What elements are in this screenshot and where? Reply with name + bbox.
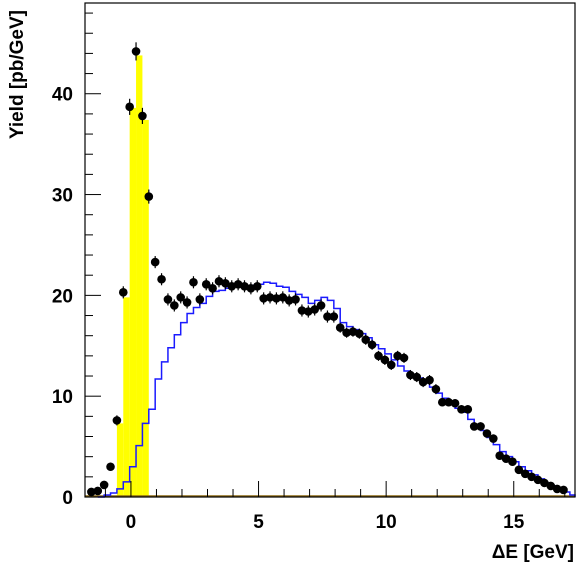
data-point [533,475,543,485]
data-point [482,429,492,438]
data-point [106,462,115,472]
data-point [87,487,96,497]
data-point [182,298,192,307]
data-point [118,288,128,297]
signal-histogram-bar [129,107,137,497]
data-point [176,293,185,302]
x-tick-label: 0 [126,512,137,533]
data-point [170,301,179,310]
data-point [476,422,485,431]
data-point [208,284,217,293]
simulation-step-histogram [97,281,576,498]
data-point [284,296,294,305]
data-point [380,355,390,365]
data-point [195,295,205,304]
plot-area [85,42,576,498]
data-point [559,485,568,495]
data-point [495,451,505,460]
x-axis-title: ΔE [GeV] [492,542,574,563]
data-point [431,384,441,394]
signal-histogram-bar [116,423,124,497]
x-tick-label: 10 [376,512,397,533]
data-point [342,328,351,337]
plot-frame [84,2,576,498]
data-point [355,329,364,338]
y-tick-label: 10 [52,387,73,408]
data-point [514,465,524,475]
data-point [546,481,556,491]
axis-ticks: 0 5 10 15 0 10 20 30 40 [52,12,566,533]
data-point [138,111,147,121]
data-point [412,372,422,382]
data-point [265,293,275,302]
data-point [150,257,160,267]
data-point [252,281,262,291]
data-point [361,335,371,345]
data-point [99,480,109,490]
data-point [189,277,198,287]
data-point [259,294,268,303]
data-point [463,404,473,414]
data-point [444,397,453,407]
signal-histogram-bar [136,55,143,498]
y-tick-label: 20 [52,286,73,307]
data-point [291,295,300,304]
data-point [457,404,466,414]
y-tick-label: 40 [52,85,73,106]
data-point [323,312,332,321]
data-point [157,274,166,284]
data-point [425,375,434,385]
data-point [501,454,511,463]
data-point [310,305,319,314]
data-point [93,486,103,496]
data-point [450,398,460,408]
data-point [335,323,345,332]
data-point [520,469,530,479]
data-point [278,293,288,302]
y-tick-label: 0 [62,488,73,509]
data-point [144,192,154,201]
signal-histogram-bar [142,119,149,497]
x-tick-label: 15 [503,512,525,533]
data-point [329,312,339,321]
data-point [112,416,122,425]
data-point [540,478,549,488]
x-tick-label: 5 [253,512,264,533]
data-point [469,422,479,431]
data-point [399,353,409,363]
data-point [527,472,536,482]
y-tick-label: 30 [52,186,73,207]
data-point [508,457,517,467]
data-point [552,484,562,494]
data-point [367,340,377,350]
data-point [386,360,396,370]
data-point [437,397,447,407]
data-point [163,295,173,304]
data-point [316,301,326,310]
data-point [201,279,211,289]
data-point [489,434,498,443]
data-point [125,102,134,112]
axes-frame [84,2,576,498]
y-axis-title: Yield [pb/GeV] [7,10,28,139]
signal-histogram-bar [123,297,130,497]
data-point [131,47,141,56]
data-point [297,306,307,315]
data-point [374,351,383,361]
data-point [272,294,281,303]
data-point [221,278,230,288]
